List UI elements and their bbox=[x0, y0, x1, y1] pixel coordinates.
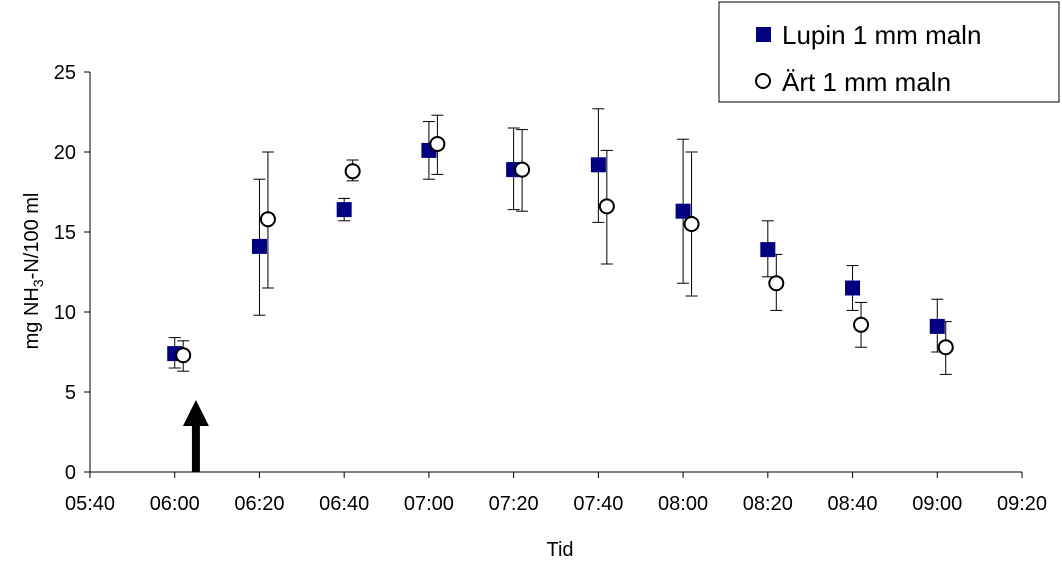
x-tick-label: 09:20 bbox=[997, 493, 1047, 515]
data-point-art bbox=[259, 211, 276, 228]
y-tick-label: 25 bbox=[54, 62, 76, 84]
data-point-lupin bbox=[251, 238, 267, 254]
annotations bbox=[182, 400, 209, 472]
data-point-art bbox=[175, 347, 192, 364]
x-tick-label: 06:20 bbox=[234, 493, 284, 515]
x-tick-label: 05:40 bbox=[65, 493, 115, 515]
data-point-art bbox=[344, 163, 361, 180]
legend-marker-lupin bbox=[756, 27, 771, 42]
y-tick-label: 20 bbox=[54, 142, 76, 164]
data-point-lupin bbox=[675, 203, 691, 219]
data-point-lupin bbox=[929, 318, 945, 334]
legend-label-lupin: Lupin 1 mm maln bbox=[782, 20, 981, 50]
data-point-art bbox=[598, 198, 615, 215]
y-axis-title: mg NH3-N/100 ml bbox=[21, 193, 46, 350]
y-tick-labels: 0 5 10 15 20 25 bbox=[54, 62, 76, 484]
x-tick-label: 07:40 bbox=[573, 493, 623, 515]
legend-label-art: Ärt 1 mm maln bbox=[782, 67, 951, 97]
y-tick-label: 0 bbox=[65, 462, 76, 484]
y-tick-label: 5 bbox=[65, 382, 76, 404]
y-axis-title-sub: 3 bbox=[30, 279, 46, 287]
data-point-lupin bbox=[336, 202, 352, 218]
x-tick-label: 07:20 bbox=[489, 493, 539, 515]
legend: Lupin 1 mm maln Ärt 1 mm maln bbox=[718, 1, 1060, 103]
data-point-lupin bbox=[760, 242, 776, 258]
x-tick-label: 06:00 bbox=[150, 493, 200, 515]
data-markers bbox=[167, 136, 954, 364]
arrow-shaft bbox=[191, 425, 200, 472]
x-tick-label: 08:40 bbox=[828, 493, 878, 515]
y-tick-label: 10 bbox=[54, 302, 76, 324]
error-bars bbox=[168, 108, 952, 375]
x-tick-label: 07:00 bbox=[404, 493, 454, 515]
legend-marker-art bbox=[755, 73, 771, 89]
y-tick-label: 15 bbox=[54, 222, 76, 244]
arrow-up-icon bbox=[182, 400, 209, 426]
data-point-art bbox=[937, 339, 954, 356]
x-tick-labels: 05:40 06:00 06:20 06:40 07:00 07:20 07:40 08:00… bbox=[65, 493, 1047, 515]
data-point-art bbox=[514, 161, 531, 178]
data-point-art bbox=[683, 216, 700, 232]
legend-box bbox=[718, 1, 1060, 103]
x-tick-label: 08:20 bbox=[743, 493, 793, 515]
data-point-art bbox=[429, 136, 446, 152]
data-point-lupin bbox=[845, 280, 861, 296]
x-tick-label: 08:00 bbox=[658, 493, 708, 515]
x-tick-label: 06:40 bbox=[319, 493, 369, 515]
x-axis-title: Tid bbox=[546, 539, 573, 561]
x-tick-label: 09:00 bbox=[912, 493, 962, 515]
axes bbox=[84, 71, 1023, 478]
data-point-art bbox=[768, 275, 785, 292]
y-axis-title-rest: -N/100 ml bbox=[21, 193, 43, 280]
y-axis-title-main: mg NH bbox=[21, 287, 43, 349]
data-point-lupin bbox=[590, 157, 606, 173]
data-point-art bbox=[853, 316, 870, 333]
